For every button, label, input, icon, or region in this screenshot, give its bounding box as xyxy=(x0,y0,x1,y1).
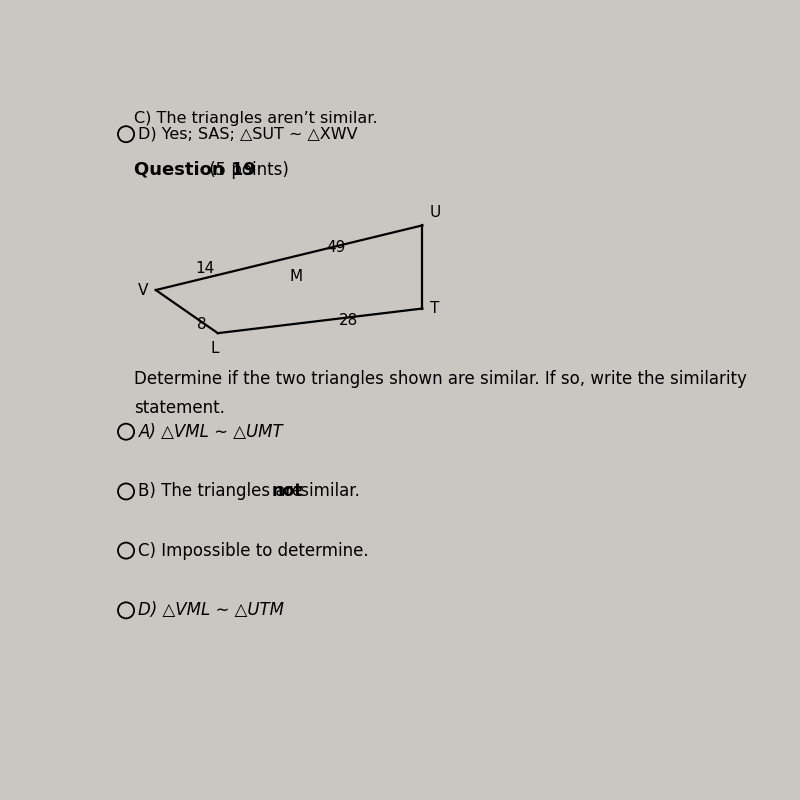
Text: 49: 49 xyxy=(326,240,346,254)
Text: V: V xyxy=(138,282,148,298)
Text: Question 19: Question 19 xyxy=(134,161,256,178)
Text: U: U xyxy=(430,206,441,221)
Text: C) Impossible to determine.: C) Impossible to determine. xyxy=(138,542,369,560)
Text: C) The triangles aren’t similar.: C) The triangles aren’t similar. xyxy=(134,111,378,126)
Text: Determine if the two triangles shown are similar. If so, write the similarity: Determine if the two triangles shown are… xyxy=(134,370,747,388)
Text: 8: 8 xyxy=(198,317,207,331)
Text: T: T xyxy=(430,301,439,316)
Text: (5 points): (5 points) xyxy=(203,161,289,178)
Text: 14: 14 xyxy=(196,262,215,277)
Text: not: not xyxy=(272,482,303,501)
Text: A) △VML ∼ △UMT: A) △VML ∼ △UMT xyxy=(138,422,283,441)
Text: 28: 28 xyxy=(338,313,358,328)
Text: M: M xyxy=(289,269,302,284)
Text: B) The triangles are: B) The triangles are xyxy=(138,482,308,501)
Text: D) △VML ∼ △UTM: D) △VML ∼ △UTM xyxy=(138,602,285,619)
Text: D) Yes; SAS; △SUT ∼ △XWV: D) Yes; SAS; △SUT ∼ △XWV xyxy=(138,126,358,142)
Text: L: L xyxy=(210,341,219,355)
Text: similar.: similar. xyxy=(295,482,360,501)
Text: statement.: statement. xyxy=(134,399,225,417)
